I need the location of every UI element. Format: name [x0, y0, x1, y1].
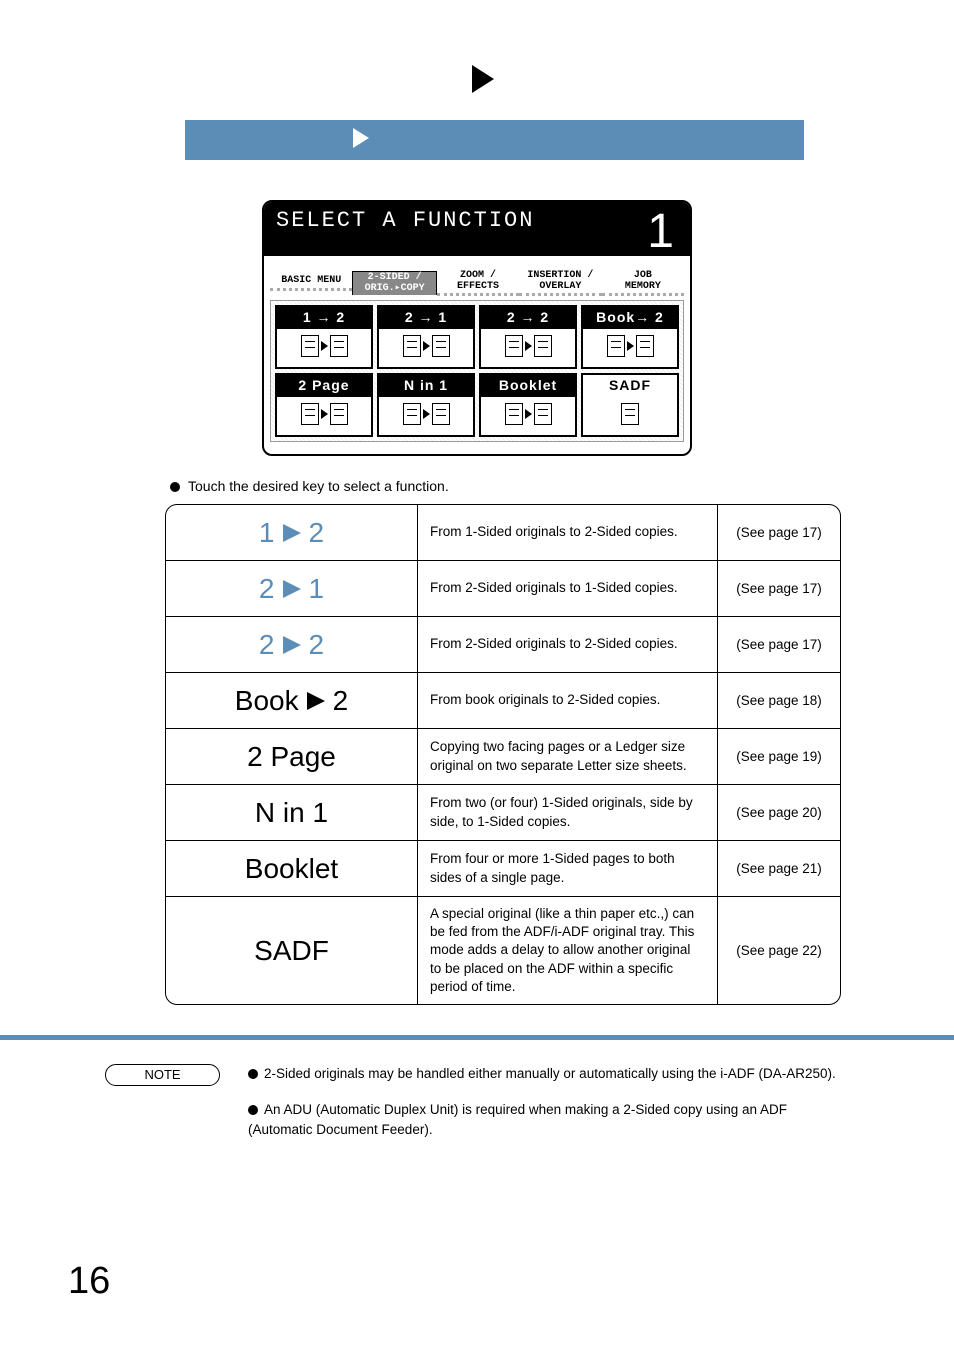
func-page-ref: (See page 21): [718, 841, 840, 896]
lcd-panel: SELECT A FUNCTION 1 BASIC MENU 2-SIDED /…: [262, 200, 692, 456]
func-desc: From four or more 1-Sided pages to both …: [418, 841, 718, 896]
func-desc: From book originals to 2-Sided copies.: [418, 673, 718, 728]
note-row-2: An ADU (Automatic Duplex Unit) is requir…: [0, 1100, 954, 1139]
func-desc: A special original (like a thin paper et…: [418, 897, 718, 1004]
func-name-1-to-2: 12: [166, 505, 418, 560]
bullet-icon: [248, 1105, 258, 1115]
page-number: 16: [68, 1260, 110, 1303]
table-row: SADF A special original (like a thin pap…: [166, 897, 840, 1004]
table-row: Booklet From four or more 1-Sided pages …: [166, 841, 840, 897]
table-row: 2 Page Copying two facing pages or a Led…: [166, 729, 840, 785]
opt-icon-2page: [277, 397, 371, 435]
func-page-ref: (See page 17): [718, 561, 840, 616]
opt-label: Booklet: [481, 375, 575, 397]
caption-text: Touch the desired key to select a functi…: [188, 478, 449, 494]
opt-2-to-2[interactable]: 2 → 2: [479, 305, 577, 369]
func-desc: From 2-Sided originals to 2-Sided copies…: [418, 617, 718, 672]
bullet-icon: [170, 482, 180, 492]
arrow-icon: [307, 692, 325, 710]
func-desc: From 1-Sided originals to 2-Sided copies…: [418, 505, 718, 560]
func-name-2-to-1: 21: [166, 561, 418, 616]
opt-label: 1 → 2: [277, 307, 371, 329]
table-row: N in 1 From two (or four) 1-Sided origin…: [166, 785, 840, 841]
func-desc: From 2-Sided originals to 1-Sided copies…: [418, 561, 718, 616]
func-page-ref: (See page 22): [718, 897, 840, 1004]
func-name-n-in-1: N in 1: [166, 785, 418, 840]
opt-icon-2-to-1: [379, 329, 473, 367]
note-text-2: An ADU (Automatic Duplex Unit) is requir…: [248, 1100, 954, 1139]
opt-2-to-1[interactable]: 2 → 1: [377, 305, 475, 369]
table-row: 12 From 1-Sided originals to 2-Sided cop…: [166, 505, 840, 561]
func-name-booklet: Booklet: [166, 841, 418, 896]
tab-job-memory[interactable]: JOB MEMORY: [602, 270, 684, 296]
page-top-arrow: [472, 65, 494, 98]
opt-booklet[interactable]: Booklet: [479, 373, 577, 437]
note-label: NOTE: [105, 1064, 220, 1086]
note-row-1: NOTE 2-Sided originals may be handled ei…: [0, 1064, 954, 1086]
opt-2page[interactable]: 2 Page: [275, 373, 373, 437]
note-text-1: 2-Sided originals may be handled either …: [248, 1064, 936, 1086]
table-row: 22 From 2-Sided originals to 2-Sided cop…: [166, 617, 840, 673]
tab-basic-menu[interactable]: BASIC MENU: [270, 275, 352, 291]
tab-insertion-overlay[interactable]: INSERTION / OVERLAY: [519, 270, 601, 296]
func-page-ref: (See page 20): [718, 785, 840, 840]
lcd-counter: 1: [647, 204, 674, 259]
opt-icon-sadf: [583, 397, 677, 435]
func-name-2-to-2: 22: [166, 617, 418, 672]
function-table: 12 From 1-Sided originals to 2-Sided cop…: [165, 504, 841, 1005]
opt-icon-booklet: [481, 397, 575, 435]
opt-book-to-2[interactable]: Book→ 2: [581, 305, 679, 369]
opt-icon-1-to-2: [277, 329, 371, 367]
func-name-book-to-2: Book2: [166, 673, 418, 728]
header-triangle-icon: [353, 128, 369, 153]
func-name-sadf: SADF: [166, 897, 418, 1004]
opt-label: Book→ 2: [583, 307, 677, 329]
func-desc: Copying two facing pages or a Ledger siz…: [418, 729, 718, 784]
opt-icon-2-to-2: [481, 329, 575, 367]
separator-rule: [0, 1035, 954, 1040]
instruction-caption: Touch the desired key to select a functi…: [170, 478, 954, 494]
lcd-header: SELECT A FUNCTION 1: [264, 202, 690, 256]
lcd-option-grid: 1 → 2 2 → 1 2 → 2 Book→ 2 2 Pa: [270, 300, 684, 442]
tab-2sided-orig-copy[interactable]: 2-SIDED / ORIG.▸COPY: [352, 271, 436, 295]
arrow-icon: [283, 636, 301, 654]
opt-sadf[interactable]: SADF: [581, 373, 679, 437]
func-page-ref: (See page 18): [718, 673, 840, 728]
opt-n-in-1[interactable]: N in 1: [377, 373, 475, 437]
table-row: 21 From 2-Sided originals to 1-Sided cop…: [166, 561, 840, 617]
opt-label: 2 Page: [277, 375, 371, 397]
table-row: Book2 From book originals to 2-Sided cop…: [166, 673, 840, 729]
func-desc: From two (or four) 1-Sided originals, si…: [418, 785, 718, 840]
func-page-ref: (See page 17): [718, 505, 840, 560]
opt-label: SADF: [583, 375, 677, 397]
arrow-icon: [283, 580, 301, 598]
opt-label: N in 1: [379, 375, 473, 397]
opt-label: 2 → 2: [481, 307, 575, 329]
opt-icon-book-to-2: [583, 329, 677, 367]
lcd-title: SELECT A FUNCTION: [276, 208, 678, 233]
func-page-ref: (See page 19): [718, 729, 840, 784]
func-page-ref: (See page 17): [718, 617, 840, 672]
opt-label: 2 → 1: [379, 307, 473, 329]
opt-icon-n-in-1: [379, 397, 473, 435]
arrow-icon: [283, 524, 301, 542]
tab-zoom-effects[interactable]: ZOOM / EFFECTS: [437, 270, 519, 296]
opt-1-to-2[interactable]: 1 → 2: [275, 305, 373, 369]
lcd-menu-tabs: BASIC MENU 2-SIDED / ORIG.▸COPY ZOOM / E…: [264, 266, 690, 300]
bullet-icon: [248, 1069, 258, 1079]
section-header-bar: [185, 120, 804, 160]
func-name-2page: 2 Page: [166, 729, 418, 784]
